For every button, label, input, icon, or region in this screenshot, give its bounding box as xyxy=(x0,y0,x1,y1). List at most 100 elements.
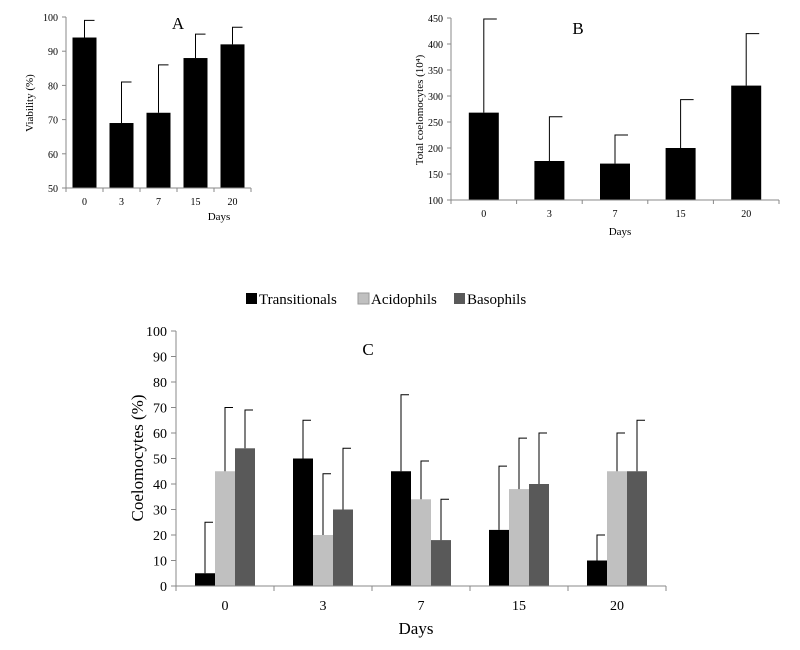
panel-a-x-tick-label: 15 xyxy=(191,197,201,208)
panel-c-error-bar xyxy=(498,465,507,530)
panel-a-x-axis-label: Days xyxy=(208,211,231,223)
panel-c-y-tick-label: 40 xyxy=(153,478,167,493)
panel-b-x-tick-label: 0 xyxy=(481,209,486,220)
panel-a-y-tick-label: 50 xyxy=(48,184,58,195)
panel-a-title: A xyxy=(172,14,185,33)
panel-b-bar xyxy=(468,112,499,200)
panel-b-bar xyxy=(534,161,565,200)
panel-b-x-tick-label: 15 xyxy=(676,209,686,220)
panel-c-bar-basophils xyxy=(529,484,549,586)
legend-swatch xyxy=(454,293,465,304)
panel-c-error-bar xyxy=(538,432,547,484)
panel-b-x-tick-label: 7 xyxy=(613,209,618,220)
panel-c-bar-acidophils xyxy=(509,489,529,586)
panel-c-bar-basophils xyxy=(235,448,255,586)
panel-a-error-bar xyxy=(121,81,132,124)
panel-a-bar xyxy=(146,112,171,188)
panel-c-y-tick-label: 100 xyxy=(146,325,167,340)
legend-swatch xyxy=(246,293,257,304)
panel-a-x-tick-labels: 0 3 7 15 20 xyxy=(65,188,252,208)
legend-item-transitionals: Transitionals xyxy=(246,292,337,308)
panel-c-y-tick-label: 70 xyxy=(153,402,167,417)
panel-a-error-bars xyxy=(84,19,243,124)
panel-b-error-bar xyxy=(483,18,497,113)
panel-c-error-bar xyxy=(596,534,605,561)
panel-c-axes xyxy=(175,331,666,587)
panel-c-error-bar xyxy=(616,432,625,472)
panel-c-y-tick-labels: 0 10 20 30 40 50 60 70 80 90 100 xyxy=(146,325,176,595)
panel-c-y-tick-label: 90 xyxy=(153,351,167,366)
chart-panel-c: Transitionals Acidophils Basophils C 0 10 20… xyxy=(128,292,667,638)
panel-c-x-tick-label: 20 xyxy=(610,599,624,614)
panel-c-y-tick-label: 20 xyxy=(153,529,167,544)
panel-c-error-bar xyxy=(636,419,645,472)
panel-c-error-bar xyxy=(518,437,527,490)
panel-b-bar xyxy=(731,85,762,200)
panel-b-bars xyxy=(468,85,762,200)
panel-c-bar-transitionals xyxy=(391,471,411,586)
panel-c-error-bar xyxy=(400,394,409,472)
panel-b-y-tick-label: 450 xyxy=(428,14,443,25)
panel-b-error-bar xyxy=(614,134,628,164)
panel-a-error-bar xyxy=(84,19,95,38)
panel-c-x-axis-label: Days xyxy=(399,619,434,638)
panel-c-y-tick-label: 0 xyxy=(160,580,167,595)
panel-a-error-bar xyxy=(158,64,169,113)
panel-c-y-tick-label: 80 xyxy=(153,376,167,391)
legend-label: Basophils xyxy=(467,292,526,308)
panel-c-x-tick-label: 15 xyxy=(512,599,526,614)
panel-c-bar-acidophils xyxy=(215,471,235,586)
panel-c-bar-transitionals xyxy=(293,458,313,586)
panel-c-bar-basophils xyxy=(627,471,647,586)
panel-b-y-tick-label: 150 xyxy=(428,170,443,181)
panel-c-y-tick-label: 60 xyxy=(153,427,167,442)
panel-a-bars xyxy=(72,37,245,188)
panel-b-x-tick-labels: 0 3 7 15 20 xyxy=(450,200,780,220)
panel-c-error-bar xyxy=(322,473,331,535)
panel-c-x-tick-label: 3 xyxy=(320,599,327,614)
panel-c-x-tick-labels: 0 3 7 15 20 xyxy=(175,586,667,614)
legend-swatch xyxy=(357,292,370,305)
panel-b-x-axis-label: Days xyxy=(609,226,632,238)
panel-a-bar xyxy=(220,44,245,188)
chart-panel-a: A 50 60 70 80 90 100 0 3 7 15 20 Days Viability (… xyxy=(24,13,252,223)
panel-c-error-bars xyxy=(204,394,645,574)
panel-a-x-tick-label: 0 xyxy=(82,197,87,208)
panel-b-y-tick-label: 300 xyxy=(428,92,443,103)
panel-c-error-bar xyxy=(224,407,233,472)
panel-a-y-tick-label: 60 xyxy=(48,150,58,161)
panel-a-x-tick-label: 20 xyxy=(228,197,238,208)
panel-b-axes xyxy=(450,18,779,201)
panel-a-y-tick-label: 70 xyxy=(48,116,58,127)
panel-b-bar xyxy=(665,148,696,200)
panel-b-x-tick-label: 20 xyxy=(741,209,751,220)
panel-b-y-tick-label: 100 xyxy=(428,196,443,207)
legend-label: Acidophils xyxy=(371,292,437,308)
panel-c-error-bar xyxy=(342,447,351,510)
panel-c-error-bar xyxy=(244,409,253,449)
panel-a-bar xyxy=(109,123,134,188)
panel-c-y-tick-label: 10 xyxy=(153,555,167,570)
panel-a-error-bar xyxy=(195,33,206,59)
panel-c-y-tick-label: 50 xyxy=(153,453,167,468)
panel-c-x-tick-label: 0 xyxy=(222,599,229,614)
panel-a-y-axis-label: Viability (%) xyxy=(24,74,36,132)
panel-b-error-bars xyxy=(483,18,760,164)
panel-c-title: C xyxy=(362,340,373,359)
panel-a-y-tick-labels: 50 60 70 80 90 100 xyxy=(43,13,66,195)
panel-c-legend: Transitionals Acidophils Basophils xyxy=(246,292,526,308)
panel-b-error-bar xyxy=(745,33,760,86)
panel-c-bar-acidophils xyxy=(411,499,431,586)
panel-a-bar xyxy=(72,37,97,188)
panel-c-error-bar xyxy=(204,521,213,574)
panel-a-x-tick-label: 3 xyxy=(119,197,124,208)
panel-c-y-axis-label: Coelomocytes (%) xyxy=(128,395,147,522)
panel-b-error-bar xyxy=(548,116,563,161)
legend-label: Transitionals xyxy=(259,292,337,308)
panel-c-error-bar xyxy=(440,498,449,541)
panel-b-bar xyxy=(600,163,630,200)
panel-c-bar-basophils xyxy=(333,509,353,586)
panel-a-axes xyxy=(65,17,251,189)
